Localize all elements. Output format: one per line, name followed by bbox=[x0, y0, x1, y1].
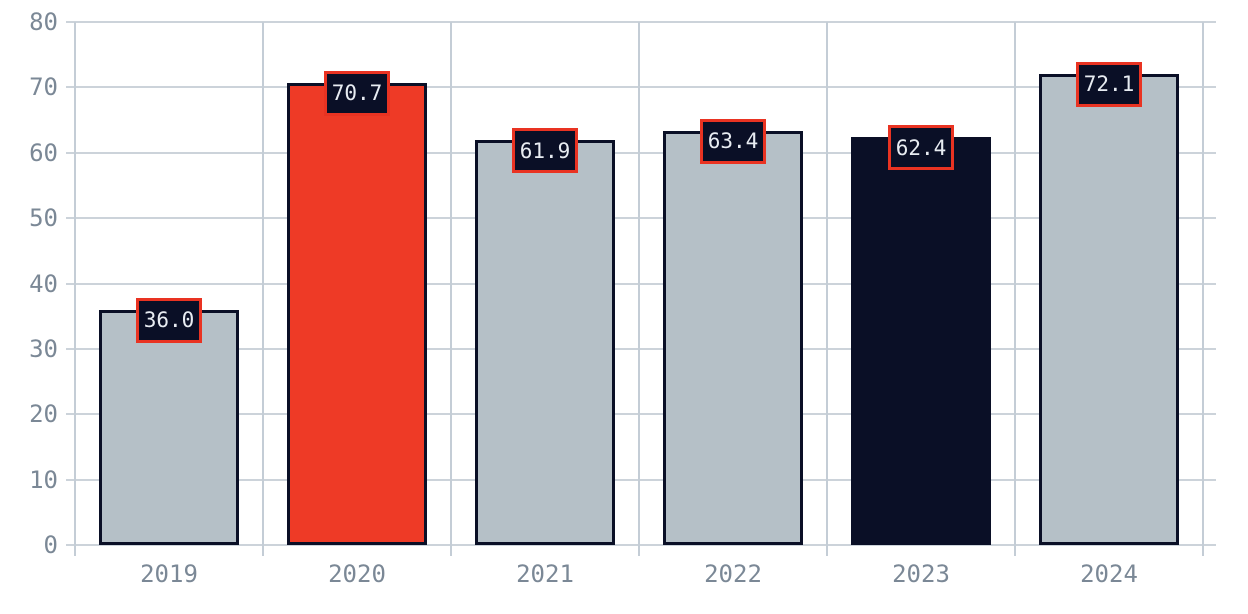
y-tick-label: 30 bbox=[29, 334, 58, 363]
y-axis-tick-left bbox=[66, 282, 75, 285]
value-label-text: 62.4 bbox=[895, 135, 947, 160]
y-axis-tick-left bbox=[66, 478, 75, 481]
y-tick-label: 20 bbox=[29, 400, 58, 429]
value-label-box-2019: 36.0 bbox=[136, 297, 202, 343]
y-axis-tick-left bbox=[66, 413, 75, 416]
x-tick-label-2020: 2020 bbox=[328, 560, 386, 588]
y-axis-tick-right bbox=[1203, 413, 1216, 416]
bar-2020 bbox=[287, 82, 427, 545]
y-axis-tick-right bbox=[1203, 217, 1216, 220]
bar-2022 bbox=[663, 130, 803, 545]
value-label-box-2024: 72.1 bbox=[1076, 61, 1142, 107]
gridline-vertical bbox=[1014, 22, 1016, 556]
bar-2024 bbox=[1039, 73, 1179, 545]
y-tick-label: 60 bbox=[29, 138, 58, 167]
y-axis-tick-right bbox=[1203, 282, 1216, 285]
x-tick-label-2023: 2023 bbox=[892, 560, 950, 588]
bar-2023 bbox=[851, 137, 991, 545]
gridline-vertical bbox=[262, 22, 264, 556]
y-tick-label: 50 bbox=[29, 204, 58, 233]
gridline-vertical bbox=[74, 22, 76, 556]
gridline-vertical bbox=[638, 22, 640, 556]
value-label-box-2021: 61.9 bbox=[512, 128, 578, 174]
y-tick-label: 40 bbox=[29, 269, 58, 298]
x-tick-label-2024: 2024 bbox=[1080, 560, 1138, 588]
value-label-text: 36.0 bbox=[143, 308, 195, 333]
y-tick-label: 10 bbox=[29, 465, 58, 494]
y-axis-tick-right bbox=[1203, 544, 1216, 546]
x-tick-label-2022: 2022 bbox=[704, 560, 762, 588]
value-label-text: 70.7 bbox=[331, 81, 383, 106]
gridline-vertical bbox=[1202, 22, 1204, 556]
y-tick-label: 0 bbox=[43, 531, 58, 559]
y-axis-tick-left bbox=[66, 21, 75, 23]
value-label-text: 61.9 bbox=[519, 138, 571, 163]
y-axis-tick-left bbox=[66, 151, 75, 154]
value-label-box-2023: 62.4 bbox=[888, 125, 954, 171]
y-tick-label: 70 bbox=[29, 73, 58, 102]
value-label-text: 63.4 bbox=[707, 129, 759, 154]
y-axis-tick-right bbox=[1203, 347, 1216, 350]
y-axis-tick-left bbox=[66, 217, 75, 220]
y-axis-tick-right bbox=[1203, 21, 1216, 23]
y-tick-label: 80 bbox=[29, 8, 58, 36]
y-axis-tick-left bbox=[66, 347, 75, 350]
gridline-vertical bbox=[826, 22, 828, 556]
gridline-vertical bbox=[450, 22, 452, 556]
y-axis-tick-left bbox=[66, 86, 75, 89]
x-tick-label-2019: 2019 bbox=[140, 560, 198, 588]
bar-2019 bbox=[99, 309, 239, 545]
x-tick-label-2021: 2021 bbox=[516, 560, 574, 588]
y-axis-tick-left bbox=[66, 544, 75, 546]
value-label-box-2020: 70.7 bbox=[324, 70, 390, 116]
y-axis-tick-right bbox=[1203, 151, 1216, 154]
y-axis-tick-right bbox=[1203, 478, 1216, 481]
bar-2021 bbox=[475, 140, 615, 545]
value-label-box-2022: 63.4 bbox=[700, 118, 766, 164]
y-axis-tick-right bbox=[1203, 86, 1216, 89]
value-label-text: 72.1 bbox=[1083, 72, 1135, 97]
